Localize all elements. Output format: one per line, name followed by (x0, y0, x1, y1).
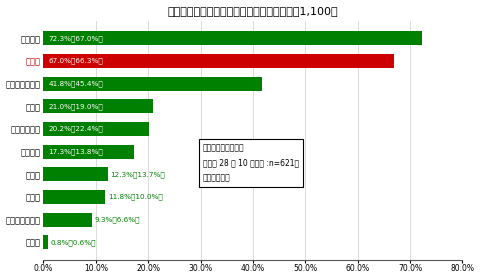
Bar (43, 190, 105, 204)
Text: 9.3%（6.6%）: 9.3%（6.6%） (95, 217, 140, 223)
Text: 11.8%（10.0%）: 11.8%（10.0%） (108, 194, 163, 200)
Bar (43, 213, 92, 227)
Text: 0.8%（0.6%）: 0.8%（0.6%） (50, 239, 96, 246)
Title: 建物の性能で重視する事項は？　（回答数：1,100）: 建物の性能で重視する事項は？ （回答数：1,100） (168, 6, 338, 16)
Bar (43, 145, 134, 159)
Bar (43, 122, 149, 136)
Text: 21.0%（19.0%）: 21.0%（19.0%） (48, 103, 103, 110)
Text: 67.0%（66.3%）: 67.0%（66.3%） (48, 58, 103, 64)
Text: 12.3%（13.7%）: 12.3%（13.7%） (110, 171, 165, 178)
Bar (43, 235, 48, 249)
Bar (43, 32, 422, 45)
Text: 20.2%（22.4%）: 20.2%（22.4%） (48, 126, 103, 132)
Text: 72.3%（67.0%）: 72.3%（67.0%） (48, 35, 103, 42)
Text: （　）内は前回調査
＼平成 28 年 10 月公表 :n=621］
の回答構成比: （ ）内は前回調査 ＼平成 28 年 10 月公表 :n=621］ の回答構成比 (203, 143, 299, 183)
Bar (43, 54, 395, 68)
Text: 17.3%（13.8%）: 17.3%（13.8%） (48, 148, 103, 155)
Bar (43, 99, 153, 114)
Text: 41.8%（45.4%）: 41.8%（45.4%） (48, 80, 103, 87)
Bar (43, 167, 108, 181)
Bar (43, 77, 262, 91)
